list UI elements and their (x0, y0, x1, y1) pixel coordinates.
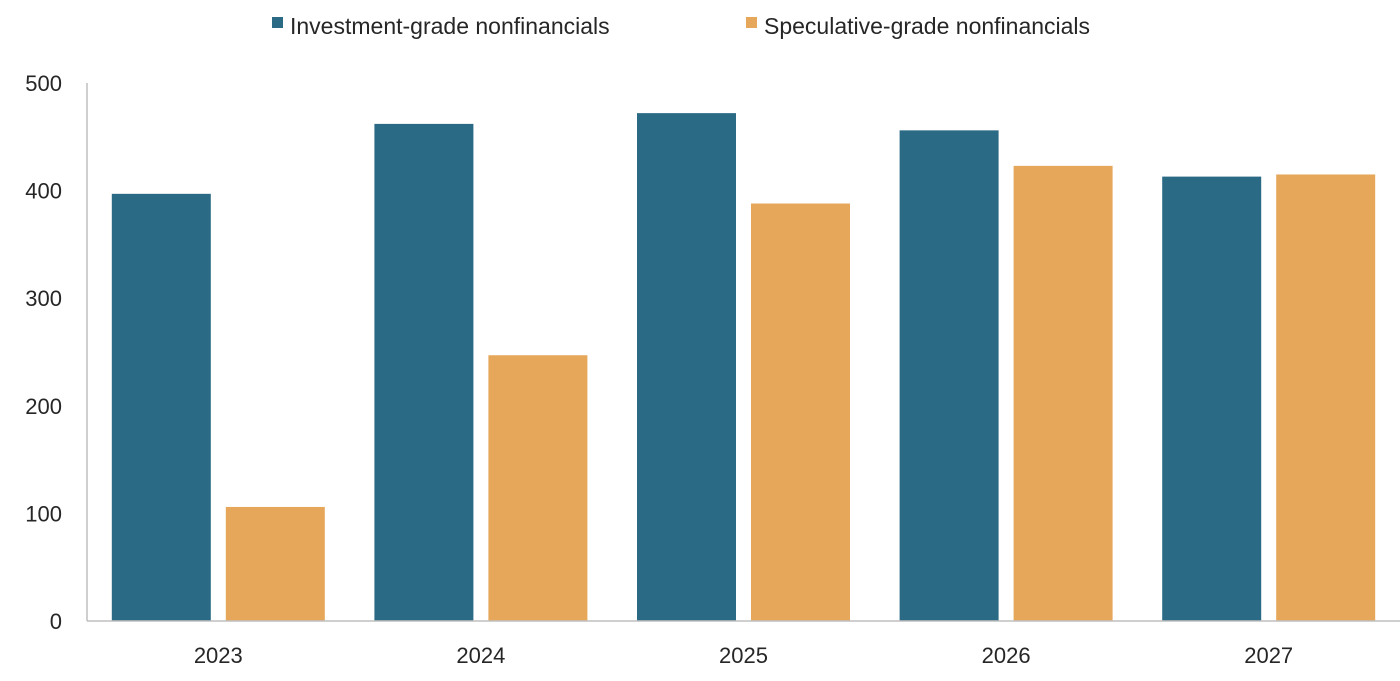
legend-label: Speculative-grade nonfinancials (764, 13, 1090, 39)
bar-investment-grade-2024 (374, 123, 474, 621)
legend-item: Investment-grade nonfinancials (272, 13, 610, 39)
y-tick-label: 0 (50, 609, 62, 634)
bar-speculative-grade-2024 (488, 355, 588, 621)
bar-investment-grade-2025 (637, 113, 736, 622)
bars (111, 113, 1376, 622)
bar-speculative-grade-2027 (1276, 174, 1376, 621)
x-tick-label: 2027 (1244, 643, 1293, 668)
x-tick-label: 2026 (982, 643, 1031, 668)
bar-speculative-grade-2025 (751, 203, 850, 621)
x-tick-label: 2025 (719, 643, 768, 668)
y-tick-label: 400 (25, 179, 62, 204)
y-tick-label: 300 (25, 286, 62, 311)
bar-speculative-grade-2023 (225, 506, 325, 621)
y-axis: 0 100 200 300 400 500 (25, 71, 88, 634)
legend-swatch (272, 17, 283, 28)
legend-label: Investment-grade nonfinancials (290, 13, 610, 39)
bar-speculative-grade-2026 (1013, 165, 1113, 622)
y-tick-label: 200 (25, 394, 62, 419)
y-tick-label: 500 (25, 71, 62, 96)
x-tick-label: 2023 (194, 643, 243, 668)
bar-investment-grade-2023 (111, 193, 211, 621)
bar-investment-grade-2026 (899, 130, 999, 621)
x-axis: 2023 2024 2025 2026 2027 (87, 620, 1400, 668)
bar-investment-grade-2027 (1162, 176, 1262, 621)
x-tick-label: 2024 (456, 643, 505, 668)
y-tick-label: 100 (25, 501, 62, 526)
legend-swatch (746, 17, 757, 28)
legend: Investment-grade nonfinancials Speculativ… (272, 13, 1090, 39)
legend-item: Speculative-grade nonfinancials (746, 13, 1090, 39)
